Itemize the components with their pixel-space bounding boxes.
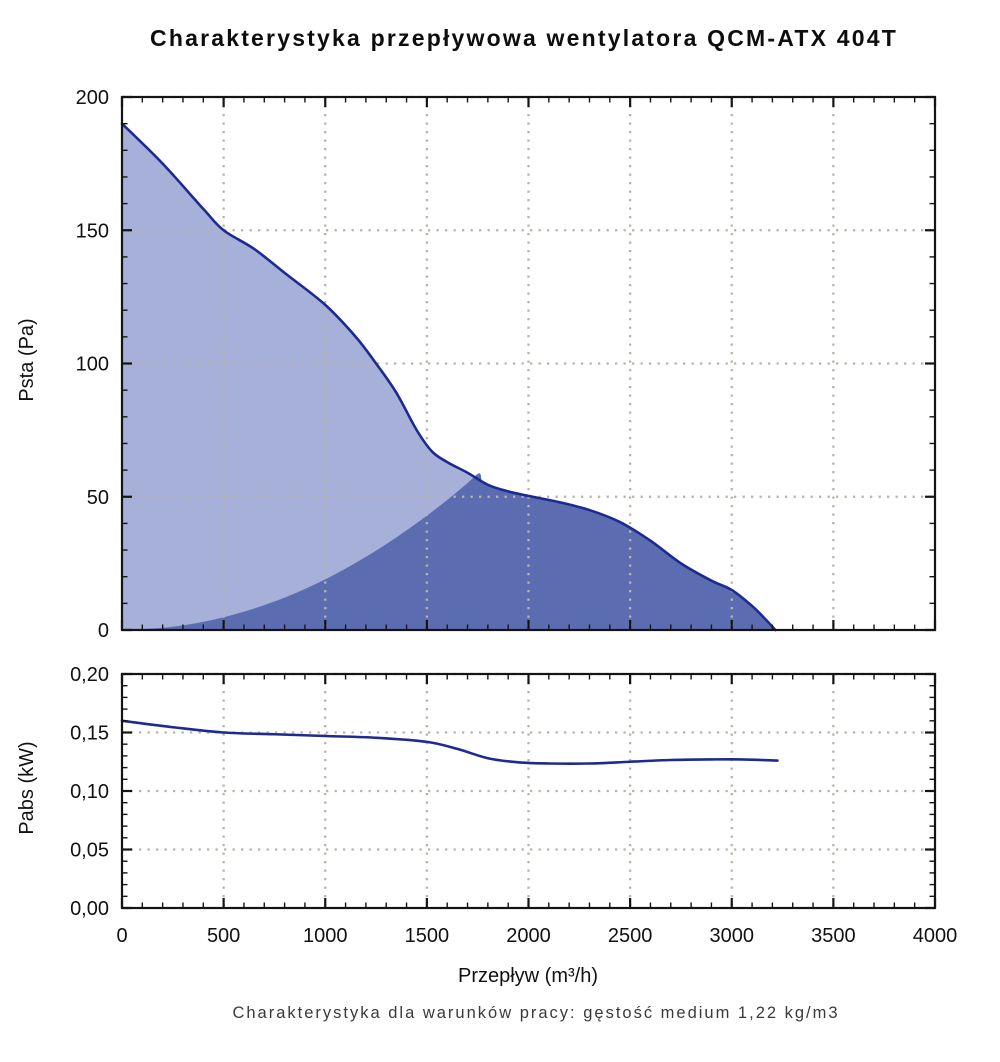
- y-tick-label: 150: [76, 220, 109, 242]
- y-tick-label: 0,15: [70, 723, 109, 745]
- x-tick-label: 4000: [913, 925, 958, 947]
- x-axis-title: Przepływ (m³/h): [458, 965, 598, 987]
- x-tick-label: 2000: [506, 925, 551, 947]
- y-tick-label: 100: [76, 354, 109, 376]
- chart-title: Charakterystyka przepływowa wentylatora …: [150, 25, 898, 51]
- x-tick-label: 3000: [710, 925, 755, 947]
- y-axis-title-psta: Psta (Pa): [16, 318, 38, 401]
- x-tick-label: 500: [207, 925, 240, 947]
- y-tick-label: 0,20: [70, 664, 109, 686]
- y-tick-label: 0: [98, 620, 109, 642]
- y-tick-label: 0,05: [70, 840, 109, 862]
- x-tick-label: 0: [116, 925, 127, 947]
- x-tick-label: 1000: [303, 925, 348, 947]
- y-axis-title-pabs: Pabs (kW): [16, 741, 38, 834]
- static-pressure-plot: 0 50 100 150 200: [76, 87, 937, 642]
- fan-pressure-curve-line: [120, 122, 777, 632]
- working-area-fill: [122, 473, 776, 630]
- fan-pressure-curve-fill: [122, 123, 776, 631]
- x-tick-label: 3500: [811, 925, 856, 947]
- absorbed-power-curve-line: [120, 719, 779, 765]
- y-tick-label: 50: [87, 487, 109, 509]
- y-tick-label: 0,10: [70, 781, 109, 803]
- operating-conditions-caption: Charakterystyka dla warunków pracy: gęst…: [232, 1004, 839, 1022]
- y-tick-label: 0,00: [70, 898, 109, 920]
- x-tick-label: 2500: [608, 925, 653, 947]
- absorbed-power-plot: 0,00 0,05 0,10 0,15 0,20 0 500 1000 1500 2000 2500…: [70, 664, 957, 947]
- x-tick-label: 1500: [405, 925, 450, 947]
- y-tick-label: 200: [76, 87, 109, 109]
